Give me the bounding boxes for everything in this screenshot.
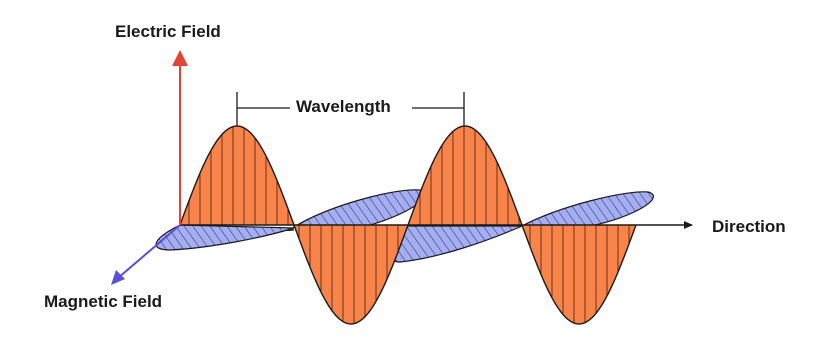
magnetic-lobe-3 bbox=[389, 225, 523, 263]
electric-field-label: Electric Field bbox=[115, 22, 221, 41]
magnetic-field-wave bbox=[155, 189, 655, 263]
wavelength-label: Wavelength bbox=[296, 97, 391, 116]
direction-label: Direction bbox=[712, 217, 786, 236]
wavelength-bracket bbox=[236, 92, 465, 126]
magnetic-lobe-1-lower bbox=[155, 224, 295, 251]
electric-field-arrow bbox=[172, 50, 188, 225]
magnetic-lobe-4 bbox=[520, 191, 655, 230]
magnetic-field-label: Magnetic Field bbox=[44, 292, 163, 311]
magnetic-field-arrow bbox=[111, 224, 181, 285]
